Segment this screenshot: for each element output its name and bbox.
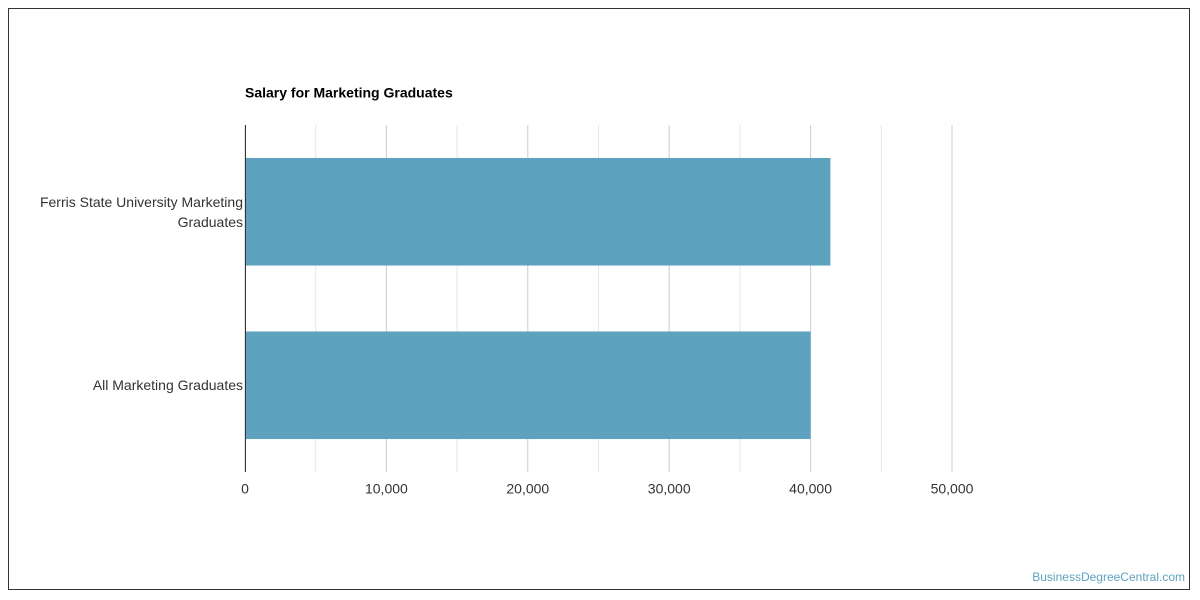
y-tick-label: Ferris State University Marketing Gradua… (39, 193, 243, 230)
bar (245, 157, 831, 266)
watermark: BusinessDegreeCentral.com (1032, 570, 1185, 584)
x-tick-label: 20,000 (506, 481, 549, 497)
x-tick-label: 50,000 (931, 481, 974, 497)
frame (8, 8, 1190, 590)
y-tick-label: All Marketing Graduates (92, 377, 243, 394)
x-tick-label: 40,000 (789, 481, 832, 497)
x-tick-label: 10,000 (365, 481, 408, 497)
x-tick-label: 0 (241, 481, 249, 497)
bar (245, 331, 811, 440)
x-tick-label: 30,000 (648, 481, 691, 497)
chart-title: Salary for Marketing Graduates (245, 85, 453, 101)
